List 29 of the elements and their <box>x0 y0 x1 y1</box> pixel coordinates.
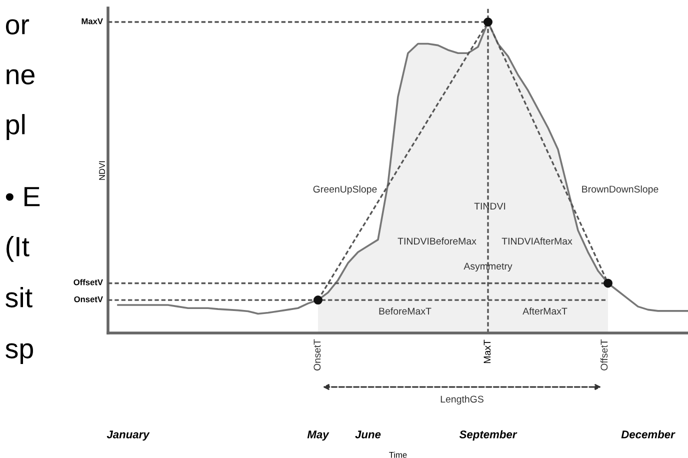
x-tick-label: September <box>459 430 518 441</box>
ref-line-label: MaxT <box>484 340 491 364</box>
x-tick-label: January <box>106 430 150 441</box>
x-axis-title: Time <box>389 452 407 458</box>
annotation: AfterMaxT <box>522 307 568 315</box>
x-tick-label: June <box>355 430 381 438</box>
text: or <box>6 19 30 34</box>
annotation: Asymmetry <box>464 262 512 272</box>
annotation: GreenUpSlope <box>313 185 377 195</box>
text: • E <box>6 187 40 206</box>
text: OffsetT <box>600 339 608 370</box>
text: sit <box>6 287 32 308</box>
text: MaxV <box>82 18 103 24</box>
text: (It <box>6 236 30 262</box>
y-axis-title: NDVI <box>99 161 105 180</box>
annotation: TINDVIBeforeMax <box>398 237 476 245</box>
annotation: TINDVIAfterMax <box>502 237 572 245</box>
x-tick-label: May <box>307 430 330 441</box>
annotation: BrownDownSlope <box>582 185 658 195</box>
text: LengthGS <box>440 395 484 405</box>
text: sp <box>6 343 33 364</box>
text: OnsetT <box>314 339 321 370</box>
text: ne <box>6 69 34 84</box>
x-tick-label: December <box>621 430 676 438</box>
text: pl <box>6 114 25 140</box>
text: OffsetV <box>74 279 103 286</box>
annotation: TINDVI <box>474 202 506 210</box>
text: OnsetV <box>74 296 103 302</box>
annotation: BeforeMaxT <box>379 307 432 315</box>
